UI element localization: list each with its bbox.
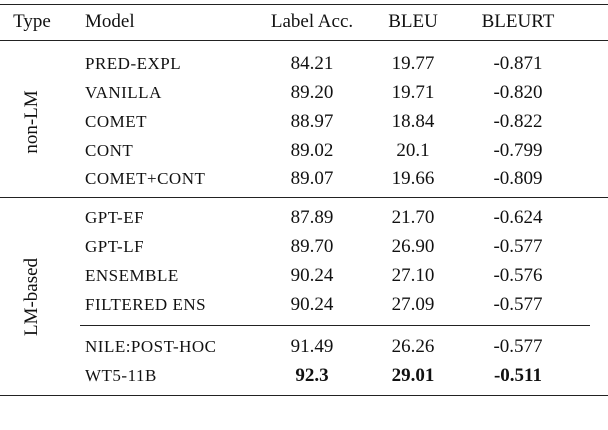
group-type: LM-based [21,257,42,337]
metric-cell: -0.822 [493,111,543,132]
metric-cell: 84.21 [290,53,334,74]
metric-cell: -0.624 [493,207,543,228]
metric-cell: 92.3 [295,365,329,386]
metric-cell: 89.20 [290,82,334,103]
metric-cell: 91.49 [290,336,334,357]
metric-cell: -0.576 [493,265,543,286]
header-cell: Label Acc. [270,11,354,32]
metric-cell: 27.10 [391,265,435,286]
metric-cell: -0.820 [493,82,543,103]
metric-cell: 19.71 [391,82,435,103]
metric-cell: 89.07 [290,168,334,189]
model-name: COMET+CONT [85,169,206,188]
metric-cell: 26.90 [391,236,435,257]
model-name: GPT-LF [85,237,145,256]
model-name: FILTERED ENS [85,295,207,314]
model-name: COMET [85,112,147,131]
top-rule [0,4,608,5]
metric-cell: 19.66 [391,168,435,189]
metric-cell: 21.70 [391,207,435,228]
metric-cell: -0.577 [493,336,543,357]
metric-cell: 88.97 [290,111,334,132]
metric-cell: 19.77 [391,53,435,74]
group-rule [0,197,608,198]
metric-cell: 89.70 [290,236,334,257]
metric-cell: 26.26 [391,336,435,357]
metric-cell: 89.02 [290,140,334,161]
metric-cell: 90.24 [290,265,334,286]
metric-cell: 87.89 [290,207,334,228]
metric-cell: -0.799 [493,140,543,161]
model-name: ENSEMBLE [85,266,179,285]
metric-cell: -0.511 [493,365,543,386]
group-type: non-LM [21,90,42,154]
model-name: NILE:POST-HOC [85,337,217,356]
model-name: GPT-EF [85,208,145,227]
metric-cell: -0.809 [493,168,543,189]
header-cell: BLEURT [481,11,555,32]
metric-cell: 90.24 [290,294,334,315]
metric-cell: 18.84 [391,111,435,132]
section-rule [80,325,590,326]
metric-cell: -0.871 [493,53,543,74]
model-name: WT5-11B [85,366,157,385]
model-name: CONT [85,141,134,160]
metric-cell: 27.09 [391,294,435,315]
header-cell: BLEU [388,11,438,32]
model-name: PRED-EXPL [85,54,182,73]
header-rule [0,40,608,41]
metric-cell: -0.577 [493,236,543,257]
metric-cell: -0.577 [493,294,543,315]
metric-cell: 29.01 [391,365,435,386]
bottom-rule [0,395,608,396]
header-cell: Model [85,11,135,32]
metric-cell: 20.1 [396,140,430,161]
header-cell: Type [13,11,51,32]
model-name: VANILLA [85,83,162,102]
